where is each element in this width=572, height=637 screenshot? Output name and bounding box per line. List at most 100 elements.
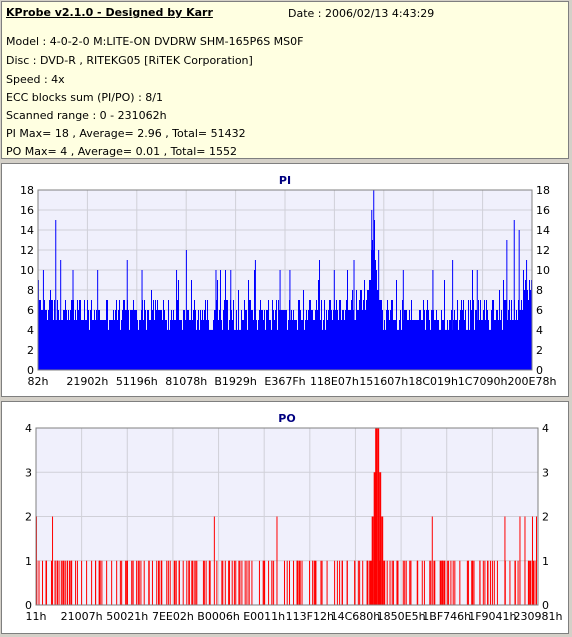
x-tick-label: B1929h (214, 375, 257, 388)
y-tick-left: 2 (27, 344, 34, 357)
po-bar (289, 560, 291, 605)
po-bar (524, 516, 526, 605)
pi-bar (408, 320, 409, 370)
po-bar (367, 560, 369, 605)
po-bar (91, 560, 93, 605)
pi-bar (358, 310, 359, 370)
po-bar (484, 560, 486, 605)
pi-bar (77, 300, 78, 370)
pi-bar (153, 300, 154, 370)
pi-bar (57, 300, 58, 370)
po-bar (71, 560, 73, 605)
pi-bar (260, 300, 261, 370)
po-bar (533, 560, 535, 605)
po-bar (156, 560, 158, 605)
po-bar (196, 560, 198, 605)
pi-bar (346, 300, 347, 370)
po-bar (241, 560, 243, 605)
pi-bar (355, 320, 356, 370)
pi-bar (338, 320, 339, 370)
po-bar (402, 560, 404, 605)
pi-bar (420, 310, 421, 370)
pi-bar (159, 310, 160, 370)
po-bar (297, 560, 299, 605)
pi-bar (392, 300, 393, 370)
po-bar (65, 560, 67, 605)
pi-bar (78, 310, 79, 370)
pi-bar (327, 320, 328, 370)
pi-bar (128, 310, 129, 370)
pi-bar (283, 310, 284, 370)
pi-bar (84, 300, 85, 370)
pi-bar (104, 320, 105, 370)
po-bar (392, 560, 394, 605)
po-bar (231, 560, 233, 605)
pi-bar (470, 300, 471, 370)
po-bar (397, 560, 399, 605)
y-tick-right: 4 (542, 422, 549, 435)
pi-bar (194, 300, 195, 370)
po-bar (283, 560, 285, 605)
x-tick-label: 11h (26, 610, 47, 623)
pi-bar (451, 310, 452, 370)
pi-bar (357, 310, 358, 370)
pi-bar (70, 310, 71, 370)
pi-bar (125, 310, 126, 370)
pi-bar (510, 320, 511, 370)
po-cluster-bar (379, 472, 382, 605)
pi-bar (415, 320, 416, 370)
pi-bar (54, 300, 55, 370)
pi-bar (460, 310, 461, 370)
pi-chart: PI 0 0 2 2 4 4 6 6 8 8 10 10 12 12 14 14 16 16 18 18 82h 21902… (20, 174, 556, 388)
pi-spike (72, 270, 74, 370)
pi-bar (464, 320, 465, 370)
pi-bar (187, 310, 188, 370)
pi-bar (256, 320, 257, 370)
pi-bar (384, 320, 385, 370)
pi-bar (515, 320, 516, 370)
po-bar (429, 560, 431, 605)
po-bar (444, 560, 446, 605)
pi-bar (211, 330, 212, 370)
pi-bar (109, 320, 110, 370)
y-tick-right: 8 (536, 284, 543, 297)
pi-spike (55, 220, 57, 370)
po-bar (70, 560, 72, 605)
pi-bar (508, 310, 509, 370)
po-bar (81, 560, 83, 605)
x-tick-label: 51196h (116, 375, 158, 388)
pi-bar (202, 310, 203, 370)
y-tick-right: 3 (542, 466, 549, 479)
pi-bar (400, 310, 401, 370)
pi-bar (180, 320, 181, 370)
pi-bar (424, 310, 425, 370)
pi-bar (387, 300, 388, 370)
x-tick-label: 21902h (66, 375, 108, 388)
x-tick-label: 7EE02h (152, 610, 194, 623)
pi-bar (486, 300, 487, 370)
pi-bar (422, 320, 423, 370)
pi-bar (117, 320, 118, 370)
pi-bar (92, 320, 93, 370)
x-tick-label: 81078h (165, 375, 207, 388)
pi-bar (504, 300, 505, 370)
pi-bar (457, 300, 458, 370)
po-bar (137, 560, 139, 605)
pi-bar (101, 320, 102, 370)
pi-bar (162, 320, 163, 370)
pi-bar (475, 310, 476, 370)
po-bar (202, 560, 204, 605)
po-bar (178, 560, 180, 605)
pi-bar (51, 300, 52, 370)
pi-bar (379, 300, 380, 370)
pi-bar (59, 320, 60, 370)
pi-bar (119, 300, 120, 370)
pi-bar (126, 310, 127, 370)
pi-bar (376, 270, 377, 370)
pi-bar (337, 310, 338, 370)
po-bar (126, 560, 128, 605)
po-bar (126, 560, 128, 605)
pi-bar (347, 270, 348, 370)
pi-bar (250, 300, 251, 370)
po-bar (140, 560, 142, 605)
